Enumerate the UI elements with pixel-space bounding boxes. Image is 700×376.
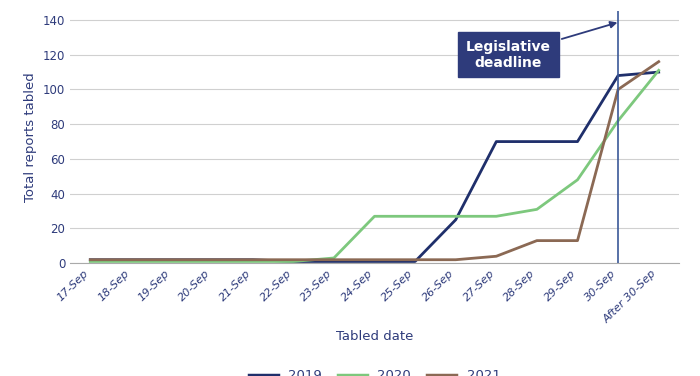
- 2020: [330, 256, 338, 260]
- Legend: 2019, 2020, 2021: 2019, 2020, 2021: [244, 364, 505, 376]
- 2021: [614, 87, 622, 92]
- 2020: [86, 259, 94, 264]
- 2019: [614, 73, 622, 78]
- 2019: [86, 258, 94, 262]
- 2019: [167, 258, 176, 262]
- 2021: [411, 258, 419, 262]
- 2021: [248, 258, 257, 262]
- 2019: [370, 259, 379, 264]
- 2020: [654, 68, 663, 73]
- 2021: [452, 258, 460, 262]
- 2019: [452, 217, 460, 222]
- 2020: [452, 214, 460, 218]
- 2019: [127, 258, 135, 262]
- 2019: [411, 259, 419, 264]
- 2019: [654, 70, 663, 74]
- 2019: [289, 259, 298, 264]
- 2021: [533, 238, 541, 243]
- 2020: [289, 259, 298, 264]
- 2019: [248, 258, 257, 262]
- 2021: [492, 254, 500, 259]
- 2021: [208, 258, 216, 262]
- X-axis label: Tabled date: Tabled date: [336, 331, 413, 343]
- 2020: [248, 259, 257, 264]
- 2021: [127, 258, 135, 262]
- 2021: [573, 238, 582, 243]
- 2021: [370, 258, 379, 262]
- 2019: [573, 139, 582, 144]
- 2020: [370, 214, 379, 218]
- 2021: [86, 258, 94, 262]
- 2019: [492, 139, 500, 144]
- 2021: [289, 258, 298, 262]
- 2020: [127, 259, 135, 264]
- 2020: [573, 177, 582, 182]
- 2020: [614, 118, 622, 123]
- Line: 2019: 2019: [90, 72, 659, 261]
- 2019: [208, 258, 216, 262]
- Text: Legislative
deadline: Legislative deadline: [466, 22, 615, 70]
- 2020: [208, 259, 216, 264]
- 2020: [533, 207, 541, 212]
- 2021: [654, 59, 663, 64]
- Line: 2021: 2021: [90, 62, 659, 260]
- Y-axis label: Total reports tabled: Total reports tabled: [25, 72, 37, 202]
- 2019: [533, 139, 541, 144]
- Line: 2020: 2020: [90, 70, 659, 261]
- 2021: [330, 258, 338, 262]
- 2019: [330, 259, 338, 264]
- 2020: [492, 214, 500, 218]
- 2021: [167, 258, 176, 262]
- 2020: [411, 214, 419, 218]
- 2020: [167, 259, 176, 264]
